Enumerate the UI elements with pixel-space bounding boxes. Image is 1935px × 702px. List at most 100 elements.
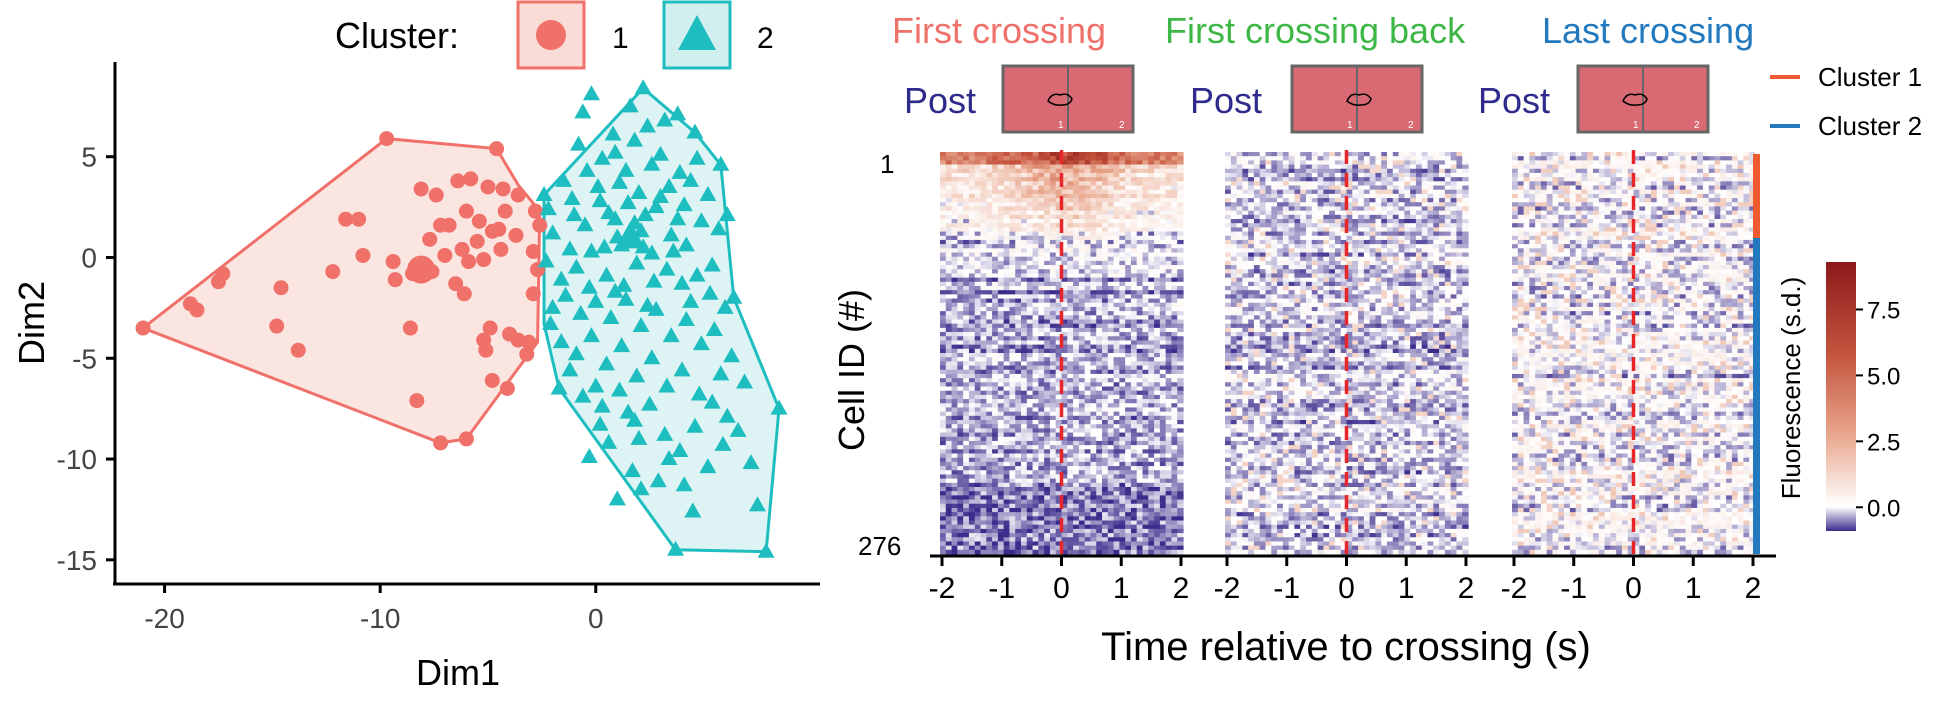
heat-cell: [1334, 160, 1342, 166]
heat-cell: [1009, 281, 1016, 287]
heat-cell: [957, 386, 964, 392]
heat-cell: [1102, 210, 1109, 216]
cluster-2-point: [682, 171, 700, 187]
heat-cell: [1439, 210, 1446, 216]
heat-cell: [1177, 365, 1184, 371]
heat-cell: [957, 206, 964, 212]
heat-cell: [992, 206, 999, 212]
heat-cell: [957, 332, 964, 337]
heat-cell: [1113, 420, 1120, 425]
heat-cell: [1102, 311, 1109, 316]
heat-cell: [1038, 219, 1045, 224]
heat-cell: [1055, 524, 1063, 530]
heat-cell: [1159, 428, 1167, 434]
heat-cell: [1003, 541, 1011, 547]
heat-cell: [986, 512, 993, 517]
heat-cell: [1073, 415, 1080, 421]
heat-cell: [957, 302, 964, 308]
heat-cell: [1265, 189, 1272, 195]
heat-cell: [1055, 277, 1063, 283]
heat-cell: [1352, 219, 1359, 224]
heat-cell: [1055, 378, 1063, 383]
heat-cell: [992, 323, 999, 329]
heat-cell: [980, 269, 987, 275]
heat-cell: [1165, 152, 1173, 157]
heat-cell: [1026, 319, 1034, 325]
heat-cell: [1090, 323, 1097, 329]
heat-cell: [1049, 185, 1057, 191]
heat-cell: [968, 168, 976, 174]
heat-cell: [945, 198, 953, 203]
heat-cell: [974, 503, 982, 509]
heat-cell: [957, 315, 964, 321]
heat-cell: [1171, 407, 1178, 413]
heat-cell: [1294, 152, 1301, 157]
heat-cell: [1125, 311, 1132, 316]
heat-cell: [1009, 306, 1016, 312]
heat-cell: [1067, 219, 1074, 224]
heat-cell: [980, 348, 987, 354]
heat-cell: [1346, 160, 1353, 166]
heat-cell: [1142, 306, 1149, 312]
heat-cell: [980, 491, 987, 496]
heat-cell: [1462, 152, 1469, 157]
heat-cell: [1142, 311, 1149, 316]
heat-cell: [1055, 260, 1063, 266]
heat-cell: [1038, 223, 1045, 228]
heat-cell: [968, 198, 976, 203]
heat-cell: [951, 541, 958, 547]
heat-cell: [968, 499, 976, 505]
heat-cell: [1456, 206, 1463, 212]
heat-cell: [1073, 336, 1080, 342]
heat-cell: [1032, 382, 1039, 388]
heat-cell: [1107, 373, 1115, 379]
heat-cell: [1113, 436, 1120, 442]
heat-cell: [1015, 340, 1022, 346]
heat-cell: [1061, 332, 1068, 337]
heat-cell: [992, 549, 999, 555]
heat-cell: [1044, 193, 1051, 199]
heat-cell: [1294, 202, 1301, 208]
heat-cell: [980, 461, 987, 467]
heat-cell: [1003, 269, 1011, 275]
heat-cell: [1061, 265, 1068, 270]
heat-cell: [1148, 411, 1155, 417]
heat-cell: [1021, 306, 1028, 312]
heat-cell: [968, 399, 976, 404]
heat-cell: [940, 512, 947, 517]
heat-cell: [1177, 420, 1184, 425]
heat-cell: [974, 348, 982, 354]
heat-cell: [1159, 478, 1167, 484]
heat-cell: [945, 461, 953, 467]
cluster-1-point: [480, 179, 496, 195]
heat-cell: [1102, 399, 1109, 404]
heat-cell: [1084, 152, 1092, 157]
cluster-2-point: [699, 186, 717, 202]
heat-cell: [1102, 290, 1109, 295]
heat-cell: [963, 512, 970, 517]
heat-cell: [1061, 260, 1068, 266]
heat-cell: [1055, 549, 1063, 555]
heat-cell: [1125, 332, 1132, 337]
heat-cell: [1148, 277, 1155, 283]
heat-cell: [1142, 487, 1149, 492]
heat-cell: [1067, 369, 1074, 375]
heat-cell: [986, 160, 993, 166]
heat-cell: [1125, 415, 1132, 421]
heat-cell: [1096, 407, 1103, 413]
heat-cell: [1078, 411, 1086, 417]
heat-cell: [980, 445, 987, 450]
heat-cell: [1078, 495, 1086, 501]
heat-cell: [1044, 382, 1051, 388]
heat-cell: [968, 524, 976, 530]
heat-cell: [1398, 193, 1405, 199]
heat-cell: [1038, 206, 1045, 212]
heat-cell: [1073, 453, 1080, 459]
heat-cell: [1038, 386, 1045, 392]
heat-cell: [1136, 177, 1144, 182]
heat-cell: [1265, 219, 1272, 224]
heat-cell: [1090, 348, 1097, 354]
heat-cell: [1165, 432, 1173, 438]
heat-cell: [1038, 248, 1045, 254]
heat-cell: [1225, 152, 1232, 157]
